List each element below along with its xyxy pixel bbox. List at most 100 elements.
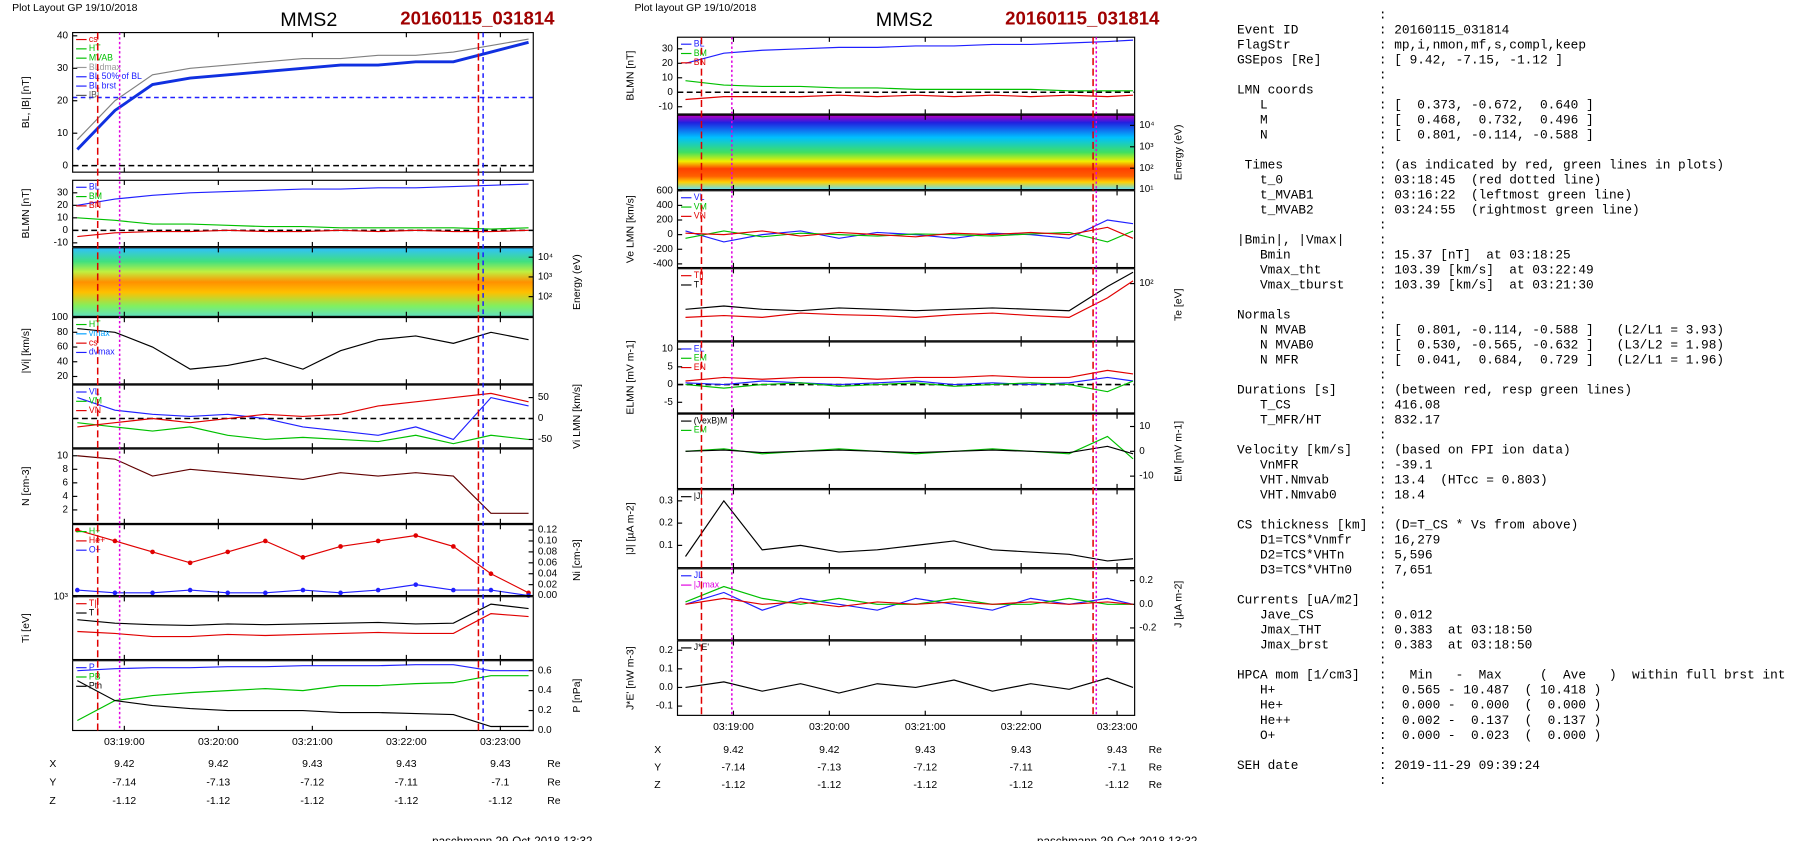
info-key: O+ [1237,728,1275,743]
spectrogram [677,115,1135,190]
info-key: He++ [1237,713,1291,728]
legend-label: BL [89,182,100,192]
y-tick-label: 0 [667,87,673,98]
panel-frame [676,190,1136,269]
coord-unit: Re [1149,780,1163,791]
y-tick-label: 0 [1139,446,1145,457]
series-line [685,271,1134,312]
info-value: : 03:16:22 (leftmost green line) [1379,188,1632,203]
series-marker [375,587,381,593]
y-axis-label: Ni [cm-3] [572,539,583,581]
y-tick-label: 200 [656,215,673,226]
info-value: : [ 9.42, -7.15, -1.12 ] [1379,53,1563,68]
panel-frame [676,36,1136,115]
y-axis-label: N [cm-3] [21,466,32,506]
legend-label: P [89,662,95,672]
y-tick-label: 30 [57,63,68,74]
info-value: : (D=T_CS * Vs from above) [1379,518,1578,533]
legend-label: BN [694,57,706,67]
info-value: : [1379,743,1387,758]
info-key: VHT.Nmvab [1237,473,1329,488]
y-tick-label: 4 [62,491,68,502]
series-line [77,680,529,728]
chart-title: MMS2 [280,9,337,31]
legend-label: EN [694,362,706,372]
x-tick-label: 03:23:00 [1097,722,1138,733]
coord-value: -1.12 [817,780,841,791]
info-value: : mp,i,nmon,mf,s,compl,keep [1379,38,1586,53]
info-value: : 5,596 [1379,548,1433,563]
info-key: HPCA mom [1/cm3] [1237,668,1360,683]
info-value: : [ 0.801, -0.114, -0.588 ] (L2/L1 = 3.9… [1379,323,1724,338]
coord-value: -7.14 [722,762,746,773]
info-key: T_MFR/HT [1237,413,1322,428]
y-tick-label: 2 [62,505,67,516]
info-value: : Min - Max ( Ave ) within full brst int [1379,668,1786,683]
panel-frame [676,489,1136,569]
series-line [685,585,1134,605]
panel-frame [72,524,534,597]
y-tick-label: 0.06 [538,557,558,568]
series-line [77,529,529,594]
x-tick-label: 03:21:00 [905,722,946,733]
legend-label: BL brst [89,80,117,90]
panel-frame [72,384,534,449]
y-tick-label: 50 [538,392,549,403]
chart-title: MMS2 [876,9,933,31]
y-tick-label: 20 [57,95,68,106]
y-tick-label: 8 [62,464,68,475]
y-tick-label: 60 [57,342,68,353]
y-tick-label: 0.08 [538,547,558,558]
coord-value: 9.42 [114,759,135,770]
coord-value: 9.43 [490,759,511,770]
panel-frame [676,568,1136,641]
legend-label: EM [694,353,707,363]
legend-label: VM [694,201,707,211]
series-line [76,38,529,141]
y-axis-label: Energy (eV) [1174,124,1185,180]
y-axis-label: Vi LMN [km/s] [572,384,583,449]
panel-frame [72,179,534,248]
series-marker [150,549,155,555]
y-tick-label: 10 [662,344,673,355]
info-value: : 0.012 [1379,608,1433,623]
panel-frame [72,596,534,661]
info-key: Currents [uA/m2] [1237,593,1360,608]
info-key: Velocity [km/s] [1237,443,1352,458]
y-tick-label: 10 [662,72,673,83]
y-tick-label: 0.0 [659,682,673,693]
series-line [685,597,1134,608]
info-value: : [1379,83,1387,98]
info-key: SEH date [1237,758,1298,773]
y-axis-label: BLMN [nT] [21,188,32,238]
series-marker [225,590,231,596]
panel-frame [676,413,1136,490]
info-value: : [ 0.373, -0.672, 0.640 ] [1379,98,1594,113]
y-tick-label: -400 [653,258,673,269]
info-value: : 13.4 (HTcc = 0.803) [1379,473,1548,488]
info-key: Jmax_THT [1237,623,1322,638]
y-tick-label: 10³ [54,591,69,602]
info-value: : [1379,368,1387,383]
info-key: D1=TCS*Vnmfr [1237,533,1352,548]
info-value: : [ 0.468, 0.732, 0.496 ] [1379,113,1594,128]
series-marker [488,571,494,577]
panel-frame [676,341,1136,414]
info-value: : [1379,68,1387,83]
info-key: He+ [1237,698,1283,713]
coord-value: 9.42 [723,745,744,756]
y-tick-label: 6 [62,477,68,488]
legend-label: cs [89,337,98,347]
info-value: : 103.39 [km/s] at 03:21:30 [1379,278,1594,293]
info-key: GSEpos [Re] [1237,53,1321,68]
y-tick-label: 0.2 [1139,575,1153,586]
info-key: Durations [s] [1237,383,1337,398]
header: Plot layout GP 19/10/2018 [634,3,756,14]
series-line [685,445,1134,455]
y-tick-label: 600 [656,185,673,196]
series-line [77,229,529,238]
coord-value: -1.12 [112,796,136,807]
y-tick-label: -200 [653,244,673,255]
panel: -10 0 10 EM [mV m-1] (VexB)MEM [676,413,1185,490]
